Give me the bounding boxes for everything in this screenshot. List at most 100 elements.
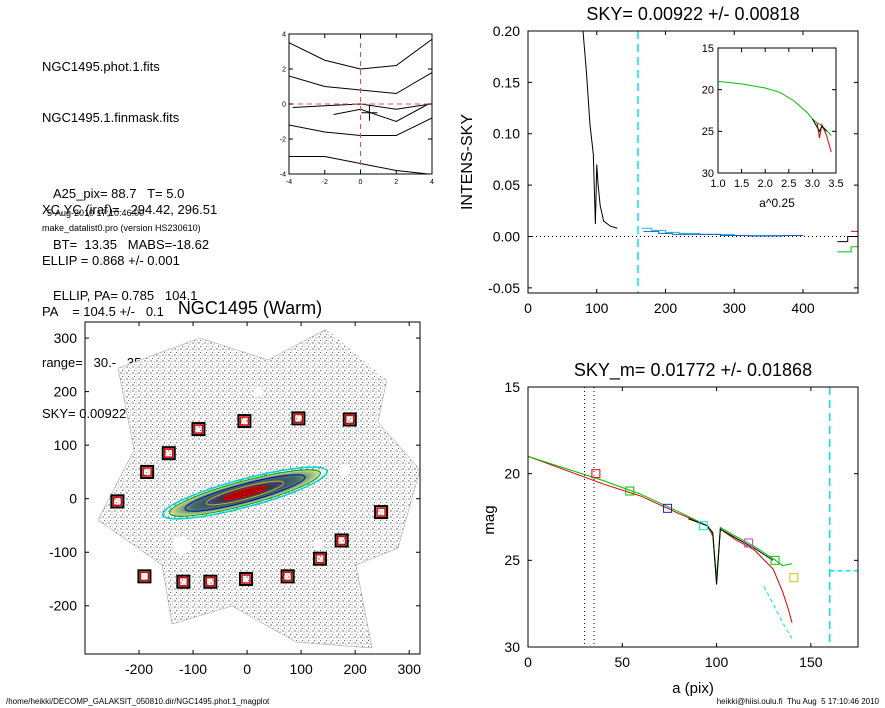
galaxy-frame	[84, 321, 421, 655]
x-tick-label: -4	[286, 179, 292, 186]
galaxy-isophotes	[162, 466, 328, 520]
mag-title: SKY_m= 0.01772 +/- 0.01868	[574, 360, 812, 381]
x-tick-label: 150	[799, 654, 823, 670]
mask-marker-inner	[193, 424, 204, 434]
mag-series	[528, 455, 793, 578]
x-tick-label: 400	[791, 300, 815, 316]
mag-xlabel: a (pix)	[672, 680, 714, 697]
mask-marker	[110, 494, 125, 509]
mask-marker-inner	[376, 507, 386, 517]
x-tick-label: 3.0	[805, 178, 820, 190]
mask-marker-inner	[164, 448, 174, 458]
inset-series	[811, 118, 827, 133]
profile-series	[641, 227, 804, 236]
masked-star	[253, 387, 263, 397]
contour-lines	[289, 34, 432, 174]
y-tick-label: 20	[702, 85, 714, 97]
x-tick-label: 0	[359, 179, 363, 186]
mask-marker-inner	[139, 571, 150, 582]
mag-marker	[625, 486, 635, 496]
mask-marker-inner	[142, 467, 152, 477]
y-tick-label: 4	[282, 31, 286, 38]
date-stamp: 5-Aug-2010 17:10:46.00	[47, 208, 145, 218]
info-line-xcyc: XC,YC (iraf)= 294.42, 296.51	[42, 202, 218, 217]
x-tick-label: 200	[343, 661, 367, 677]
mag-marker	[770, 555, 780, 565]
mask-marker-inner	[315, 553, 325, 564]
inset-axes: 1.0 1.5 2.0 2.5 3.0 3.5 15 20 25 30	[702, 43, 844, 190]
contour-panel: -4 -2 0 2 4 -4 -2 0 2 4	[280, 31, 434, 186]
mask-marker-inner	[205, 576, 216, 587]
mag-marker	[698, 521, 708, 531]
inset-series	[816, 122, 832, 153]
mask-marker	[342, 412, 357, 427]
info-line-pa: PA = 104.5 +/- 0.1	[42, 304, 164, 319]
mag-ylabel: mag	[481, 505, 498, 534]
y-tick-label: 0	[69, 491, 77, 507]
y-tick-label: 15	[702, 43, 714, 55]
profile-series	[837, 246, 858, 253]
intensity-axes: 0 100 200 300 400 -0.05 0.00 0.05 0.10 0.15 0.20	[488, 23, 858, 316]
y-tick-label: 30	[504, 639, 520, 655]
mask-marker-inner	[293, 413, 304, 424]
mask-marker-inner	[178, 576, 189, 587]
info-line-1: NGC1495.phot.1.fits	[42, 59, 160, 74]
intensity-lines	[528, 31, 858, 293]
mask-marker	[374, 505, 389, 520]
mag-lines	[528, 387, 858, 647]
mask-marker-inner	[239, 416, 250, 426]
footer-path: /home/heikki/DECOMP_GALAKSIT_050810.dir/…	[6, 697, 270, 706]
mask-marker-inner	[282, 571, 293, 582]
mag-panel: SKY_m= 0.01772 +/- 0.01868 mag a (pix) 0…	[481, 360, 859, 697]
mask-marker	[140, 464, 155, 479]
y-tick-label: -0.05	[488, 280, 520, 296]
info-block: NGC1495.phot.1.fits NGC1495.1.finmask.fi…	[42, 23, 217, 439]
info-line-a25: A25_pix= 88.7 T= 5.0	[53, 186, 185, 201]
y-tick-label: 200	[54, 384, 78, 400]
contour-line	[333, 103, 429, 123]
mask-marker-inner	[336, 535, 347, 546]
x-tick-label: 1.5	[734, 178, 749, 190]
x-tick-label: 2.0	[758, 178, 773, 190]
profile-series	[837, 235, 858, 243]
mag-frame	[527, 386, 859, 648]
y-tick-label: 300	[54, 330, 78, 346]
profile-series	[643, 230, 803, 237]
x-tick-label: 300	[398, 661, 422, 677]
galaxy-axes: -200 -100 0 100 200 300 -200 -100 0 100 200 300	[49, 322, 421, 677]
mag-series	[688, 518, 774, 585]
y-tick-label: 15	[504, 379, 520, 395]
y-tick-label: 0	[282, 101, 286, 108]
contour-line	[292, 103, 431, 110]
x-tick-label: 3.5	[828, 178, 843, 190]
mask-marker	[161, 446, 176, 461]
x-tick-label: 0	[524, 654, 532, 670]
mask-marker	[191, 422, 206, 437]
info-block-2: A25_pix= 88.7 T= 5.0 BT= 13.35 MABS=-18.…	[53, 150, 209, 321]
mask-marker	[137, 569, 152, 584]
y-tick-label: 30	[702, 168, 714, 180]
x-tick-label: 0	[243, 661, 251, 677]
x-tick-label: 0	[524, 300, 532, 316]
y-tick-label: 20	[504, 466, 520, 482]
mask-marker	[203, 574, 218, 589]
y-tick-label: 0.10	[493, 126, 520, 142]
y-tick-label: -2	[280, 136, 286, 143]
y-tick-label: 100	[54, 437, 78, 453]
y-tick-label: 0.15	[493, 74, 520, 90]
x-tick-label: 2	[394, 179, 398, 186]
inset-frame	[717, 47, 837, 174]
program-stamp: make_datalist0.pro (version HS230610)	[42, 223, 201, 233]
y-tick-label: 0.05	[493, 177, 520, 193]
x-tick-label: 100	[585, 300, 609, 316]
mask-marker-inner	[112, 496, 123, 507]
y-tick-label: 0.00	[493, 228, 520, 244]
mask-marker	[334, 533, 349, 548]
x-tick-label: 100	[705, 654, 729, 670]
x-tick-label: -200	[125, 661, 153, 677]
mask-marker-inner	[345, 414, 355, 425]
y-tick-label: 25	[504, 552, 520, 568]
x-tick-label: 300	[723, 300, 747, 316]
mask-markers	[110, 411, 389, 589]
